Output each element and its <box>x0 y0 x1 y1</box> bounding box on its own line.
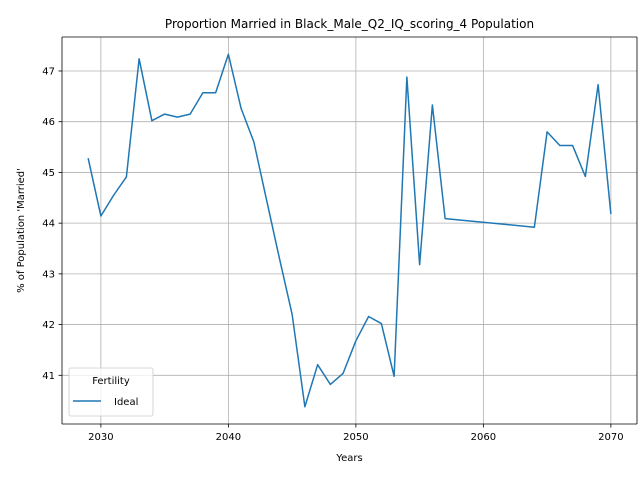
x-gridlines <box>100 37 612 424</box>
legend: Fertility Ideal <box>68 367 154 417</box>
legend-label-ideal: Ideal <box>114 397 138 408</box>
x-tick-label: 2070 <box>598 432 623 443</box>
y-axis-label: % of Population 'Married' <box>16 168 27 293</box>
series-line-ideal <box>87 53 612 408</box>
y-tick-label: 43 <box>42 269 55 280</box>
y-tick-label: 46 <box>42 117 55 128</box>
legend-title: Fertility <box>92 376 130 387</box>
y-axis-ticks: 41 42 43 44 45 46 47 <box>42 66 62 382</box>
x-axis-ticks: 2030 2040 2050 2060 2070 <box>88 424 624 443</box>
plot-area <box>62 37 637 424</box>
y-tick-label: 44 <box>42 219 55 230</box>
chart-title: Proportion Married in Black_Male_Q2_IQ_s… <box>165 17 534 31</box>
y-tick-label: 47 <box>42 66 55 77</box>
y-tick-label: 42 <box>42 320 55 331</box>
x-axis-label: Years <box>335 453 362 464</box>
y-tick-label: 45 <box>42 168 55 179</box>
plot-frame <box>61 36 638 425</box>
x-tick-label: 2060 <box>471 432 496 443</box>
legend-box <box>68 367 154 417</box>
x-tick-label: 2050 <box>343 432 368 443</box>
y-tick-label: 41 <box>42 371 55 382</box>
x-tick-label: 2040 <box>216 432 241 443</box>
x-tick-label: 2030 <box>88 432 113 443</box>
